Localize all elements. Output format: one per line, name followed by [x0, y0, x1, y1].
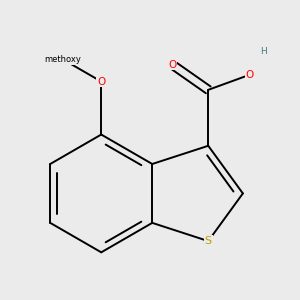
- Text: O: O: [168, 59, 176, 70]
- Text: O: O: [97, 76, 105, 86]
- Text: H: H: [260, 47, 266, 56]
- Text: O: O: [246, 70, 254, 80]
- Text: methoxy: methoxy: [45, 55, 81, 64]
- Text: S: S: [205, 236, 212, 246]
